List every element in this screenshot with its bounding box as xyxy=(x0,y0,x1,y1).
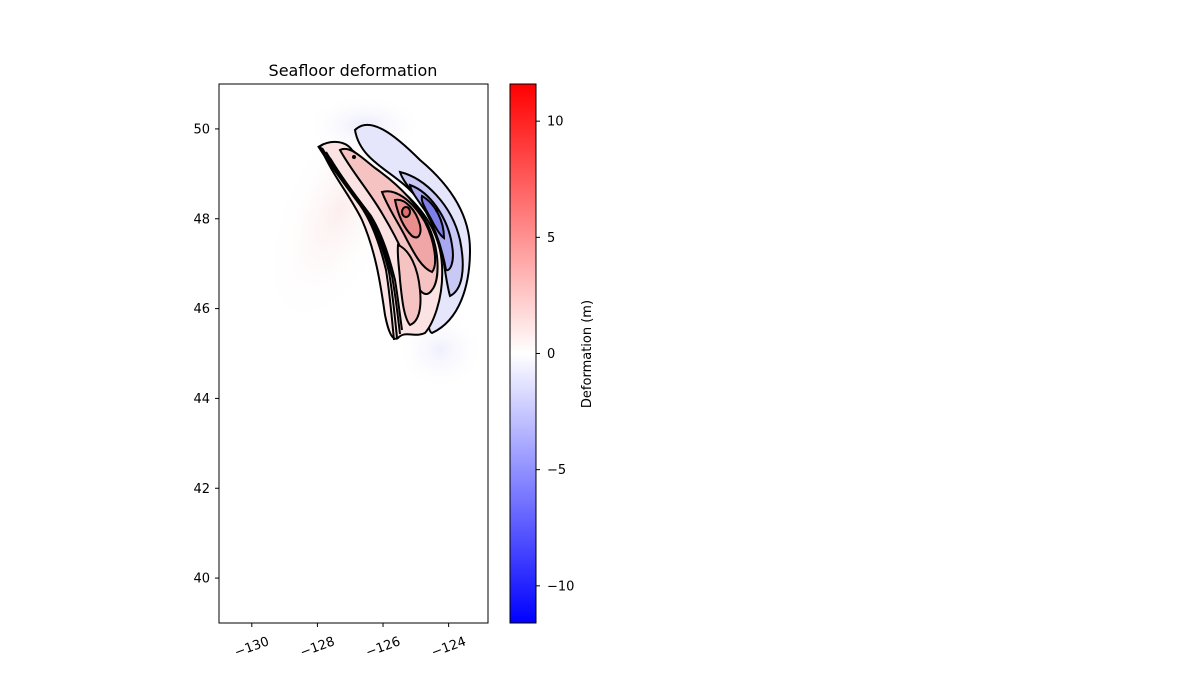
colorbar-tick-label: 10 xyxy=(547,115,564,130)
deformation-field xyxy=(262,89,485,390)
plot-frame xyxy=(218,83,489,624)
x-tick-label: −128 xyxy=(298,634,337,660)
positive-lobe-2 xyxy=(338,147,439,295)
plot-area: −130 −128 −126 −124 40 42 44 46 48 50 xyxy=(193,83,489,661)
x-tick-label: −126 xyxy=(364,634,403,660)
x-axis-ticks: −130 −128 −126 −124 xyxy=(233,623,468,661)
chart-title: Seafloor deformation xyxy=(269,61,438,80)
positive-lobe-core xyxy=(401,206,411,218)
colorbar: −10 −5 0 5 10 Deformation (m) xyxy=(509,83,595,624)
y-tick-label: 42 xyxy=(193,482,210,497)
colorbar-tick-label: 0 xyxy=(547,347,555,362)
positive-southern-strip xyxy=(396,243,422,327)
x-tick-label: −130 xyxy=(233,634,272,660)
y-tick-label: 50 xyxy=(193,122,210,137)
trench-contour-band xyxy=(317,145,403,341)
y-tick-label: 40 xyxy=(193,572,210,587)
x-tick-label: −124 xyxy=(429,634,468,660)
y-axis-ticks: 40 42 44 46 48 50 xyxy=(193,122,219,587)
colorbar-gradient xyxy=(509,83,537,624)
y-tick-label: 44 xyxy=(193,392,210,407)
y-tick-label: 46 xyxy=(193,302,210,317)
negative-lobe-core xyxy=(420,194,446,240)
colorbar-tick-label: −10 xyxy=(547,579,574,594)
colorbar-ticks: −10 −5 0 5 10 xyxy=(536,115,574,594)
colorbar-label: Deformation (m) xyxy=(580,300,595,408)
positive-lobe-4 xyxy=(393,198,422,239)
negative-lobe-3 xyxy=(408,183,454,272)
contour-dot xyxy=(435,208,439,212)
contour-dot xyxy=(352,155,356,159)
colorbar-tick-label: −5 xyxy=(547,463,566,478)
colorbar-tick-label: 5 xyxy=(547,231,555,246)
y-tick-label: 48 xyxy=(193,212,210,227)
